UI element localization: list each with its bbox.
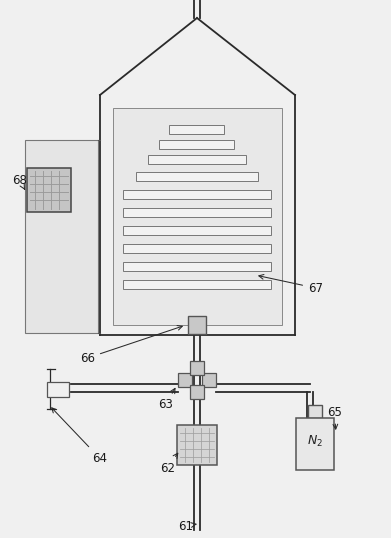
Text: 64: 64 [52,408,107,464]
Bar [188,316,206,334]
Bar [178,373,192,387]
Bar [123,280,271,289]
Text: 61: 61 [178,520,196,533]
Text: 65: 65 [327,406,342,429]
Bar [190,385,204,399]
Bar [160,140,235,149]
Bar [190,361,204,375]
Bar [47,382,69,397]
Bar [296,418,334,470]
Text: 66: 66 [80,325,182,365]
Bar [123,226,271,235]
Bar [123,244,271,253]
Text: 63: 63 [158,388,175,412]
Bar [177,425,217,465]
Bar [136,172,258,181]
Text: 68: 68 [12,173,27,189]
Bar [27,168,71,212]
Bar [123,208,271,217]
Text: 62: 62 [160,453,178,475]
Text: $N_2$: $N_2$ [307,434,323,449]
Bar [113,108,282,325]
Text: 69: 69 [0,537,1,538]
Bar [123,262,271,271]
Bar [25,140,98,333]
Bar [202,373,216,387]
Text: 67: 67 [259,274,323,294]
Bar [170,125,224,134]
Bar [308,405,322,418]
Bar [123,190,271,199]
Bar [148,155,246,164]
